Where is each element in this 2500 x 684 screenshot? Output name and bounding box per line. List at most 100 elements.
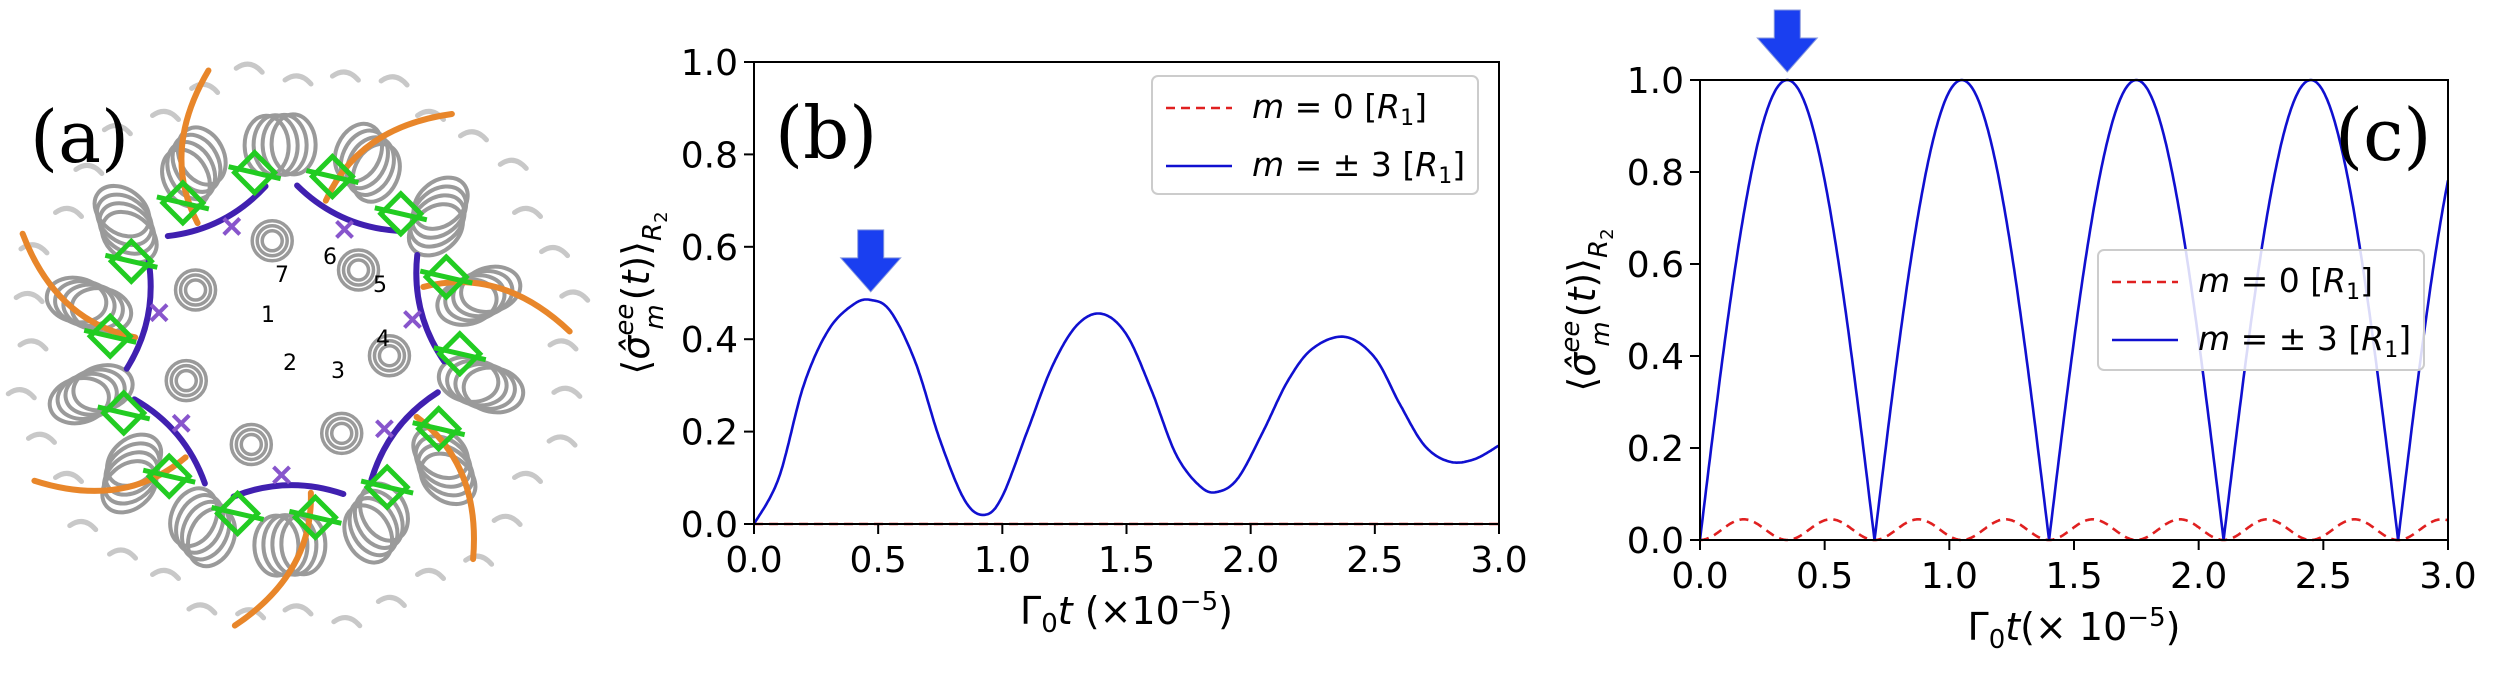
inner-helix-coil xyxy=(164,358,208,403)
b-x-tick-label: 1.5 xyxy=(1098,540,1155,581)
protein-wisp xyxy=(415,567,446,581)
b-y-tick-label: 0.0 xyxy=(681,505,738,546)
b-ylabel-part: ⟨ xyxy=(614,360,658,375)
pigment-link xyxy=(368,389,441,483)
c-legend-text-part: = 0 [ xyxy=(2230,261,2323,300)
b-legend-text-part: m xyxy=(1252,145,1284,184)
outer-helix-coil xyxy=(410,184,469,240)
chlorophyll-pigment xyxy=(83,312,137,360)
carotenoid-chain xyxy=(420,279,573,335)
ring-label-5: 5 xyxy=(373,273,387,298)
protein-wisp xyxy=(150,567,181,581)
c-x-tick-label: 3.0 xyxy=(2419,556,2476,597)
b-y-tick-label: 1.0 xyxy=(681,43,738,84)
ring-label-4: 4 xyxy=(376,327,390,352)
protein-wisp xyxy=(547,338,579,352)
c-legend-box xyxy=(2097,249,2425,371)
panel-b-y-axis-label: ⟨σ̂eem (t)⟩R2 xyxy=(610,211,672,374)
c-xlabel-part: (× 10 xyxy=(2020,605,2127,649)
b-xlabel-part: t xyxy=(1058,589,1075,633)
c-legend-text-part: R xyxy=(2323,261,2346,300)
panel-b-label: (b) xyxy=(775,91,877,175)
c-y-tick-label: 0.0 xyxy=(1627,521,1684,562)
outer-helix-coil xyxy=(342,503,395,565)
ligand-mark xyxy=(149,303,169,323)
c-legend-text-part: 1 xyxy=(2384,338,2398,363)
inner-helix-coil xyxy=(229,422,274,467)
protein-wisp xyxy=(511,470,543,484)
b-legend-entry: m = ± 3 [R1] xyxy=(1252,145,1465,189)
c-y-tick-label: 0.2 xyxy=(1627,429,1684,470)
inner-helix-coil xyxy=(367,333,412,378)
b-legend-text-part: m xyxy=(1252,87,1284,126)
carotenoid-chain xyxy=(231,489,314,629)
pigment-link xyxy=(131,396,208,487)
inner-helix-coil xyxy=(234,427,269,462)
protein-wisp xyxy=(150,108,181,123)
b-legend-entry: m = 0 [R1] xyxy=(1252,87,1427,131)
pigment-link xyxy=(294,182,401,234)
ring-label-7: 7 xyxy=(275,263,289,288)
chlorophyll-pigment xyxy=(433,330,487,378)
b-x-tick-label: 1.0 xyxy=(974,540,1031,581)
ring-label-3: 3 xyxy=(331,359,345,384)
inner-helix-coil xyxy=(178,273,213,307)
ligand-mark xyxy=(171,413,191,433)
outer-helix-coil xyxy=(97,201,157,256)
inner-helix-coil xyxy=(324,416,359,451)
protein-wisp xyxy=(13,290,45,305)
outer-helix-coil xyxy=(411,175,470,231)
c-x-tick-label: 0.0 xyxy=(1671,556,1728,597)
b-x-tick-label: 3.0 xyxy=(1470,540,1527,581)
inner-helix-coil xyxy=(174,368,198,393)
protein-wisp xyxy=(186,602,218,616)
b-ylabel-part: m xyxy=(640,304,670,329)
panel-b-ticks: 0.0 0.5 1.0 1.5 2.0 2.5 3.0 0.0 0.2 0.4 0.6 0.8 1.0 xyxy=(681,43,1528,581)
protein-wisp xyxy=(53,205,85,219)
b-x-tick-label: 2.0 xyxy=(1222,540,1279,581)
b-legend-text-part: R xyxy=(1377,87,1400,126)
outer-helix-coil xyxy=(459,264,523,314)
panel-b-legend: m = 0 [R1] m = ± 3 [R1] xyxy=(1151,75,1479,195)
b-ylabel-part: 2 xyxy=(651,211,672,222)
b-xlabel-part: ) xyxy=(1218,589,1233,633)
b-legend-text-part: ] xyxy=(1452,145,1465,184)
protein-wisp xyxy=(282,603,314,617)
pigment-link xyxy=(230,482,347,500)
protein-wisp xyxy=(331,615,363,629)
chlorophyll-pigment xyxy=(360,463,414,511)
protein-wisp xyxy=(73,162,105,177)
inner-helix-coil xyxy=(169,363,203,398)
pigment-link xyxy=(123,258,154,372)
chlorophyll-pigment xyxy=(104,237,158,285)
c-xlabel-part: 0 xyxy=(1989,625,2006,655)
b-y-tick-label: 0.6 xyxy=(681,228,738,269)
b-ylabel-part: ee xyxy=(610,304,640,336)
panel-b-chart: 0.0 0.5 1.0 1.5 2.0 2.5 3.00.00.20.40.60.81.0 … xyxy=(610,43,1528,639)
protein-wisp xyxy=(53,470,85,484)
protein-wisp xyxy=(189,81,221,95)
protein-wisp xyxy=(107,547,139,561)
protein-wisp xyxy=(457,129,489,143)
panel-b-x-axis-label: Γ0t (×10−5) xyxy=(1020,587,1233,639)
inner-helix-coil xyxy=(319,411,364,456)
b-xlabel-part: −5 xyxy=(1180,587,1218,617)
chlorophyll-pigment xyxy=(228,149,282,197)
c-x-tick-label: 2.0 xyxy=(2170,556,2227,597)
b-arrow-shape xyxy=(839,229,902,293)
protein-wisp xyxy=(18,242,50,256)
inner-helix-coil xyxy=(239,432,264,457)
ring-number-labels: 12 3 4 5 6 7 xyxy=(261,245,390,384)
inner-helix-coil xyxy=(377,343,402,368)
panel-c-label: (c) xyxy=(2335,93,2432,177)
outer-helix-coil xyxy=(95,192,154,248)
b-ylabel-part: )⟩ xyxy=(614,241,658,271)
c-ylabel-part: R xyxy=(1584,240,1614,258)
inner-helix-coil xyxy=(260,229,284,253)
c-ylabel-part: m xyxy=(1586,321,1616,346)
c-legend-entry: m = ± 3 [R1] xyxy=(2198,319,2411,363)
b-ylabel-part: σ̂ xyxy=(614,334,658,360)
b-legend-text-part: R xyxy=(1415,145,1438,184)
b-legend-box xyxy=(1151,75,1479,195)
b-legend-text-part: 1 xyxy=(1400,106,1414,131)
